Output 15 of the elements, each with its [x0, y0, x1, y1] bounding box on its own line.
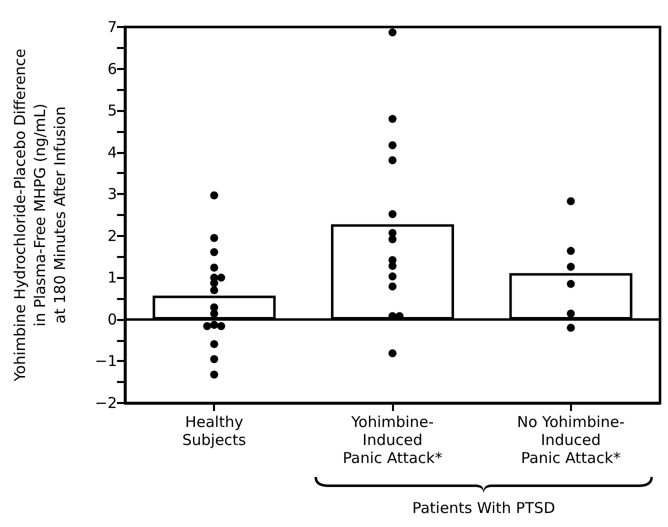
text: Patients With PTSD — [412, 499, 556, 517]
y-tick-label: −2 — [94, 394, 117, 412]
y-tick-label: 3 — [107, 185, 117, 204]
x-tick-label: No Yohimbine- Induced Panic Attack* — [517, 413, 625, 467]
y-tick-label: 0 — [107, 310, 117, 328]
y-tick-label: −1 — [94, 352, 117, 370]
y-axis-title: Yohimbine Hydrochloride-Placebo Difference in Plasma-Free MHPG (ng/mL) at 180 Minutes After Infusion — [11, 48, 69, 382]
y-tick-label: 7 — [107, 18, 117, 36]
x-tick-label: Healthy Subjects — [182, 413, 246, 449]
x-tick-label: Yohimbine- Induced Panic Attack* — [342, 413, 443, 467]
y-tick-label: 2 — [107, 226, 117, 245]
y-tick-label: 4 — [107, 143, 117, 162]
y-tick-label: 5 — [107, 102, 117, 120]
y-tick-label: 1 — [107, 268, 117, 287]
y-tick-label: 6 — [107, 60, 117, 78]
